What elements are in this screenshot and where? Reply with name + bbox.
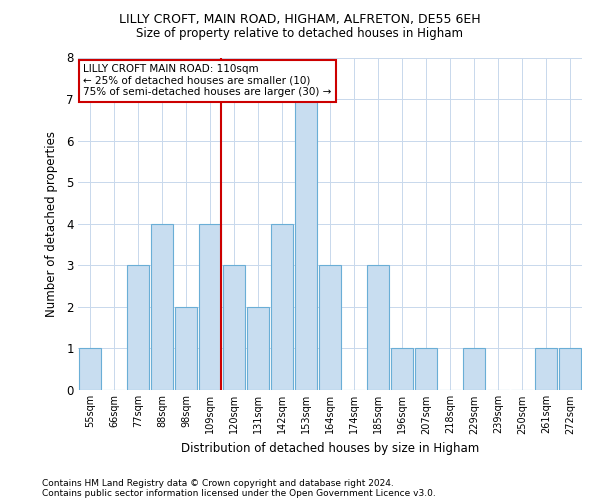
Bar xyxy=(391,348,413,390)
Text: Contains HM Land Registry data © Crown copyright and database right 2024.: Contains HM Land Registry data © Crown c… xyxy=(42,478,394,488)
Bar xyxy=(415,348,437,390)
Bar xyxy=(559,348,581,390)
Bar xyxy=(79,348,101,390)
Bar xyxy=(535,348,557,390)
Bar xyxy=(223,266,245,390)
Bar xyxy=(199,224,221,390)
Text: Size of property relative to detached houses in Higham: Size of property relative to detached ho… xyxy=(137,28,464,40)
Text: LILLY CROFT MAIN ROAD: 110sqm
← 25% of detached houses are smaller (10)
75% of s: LILLY CROFT MAIN ROAD: 110sqm ← 25% of d… xyxy=(83,64,331,98)
Bar xyxy=(295,99,317,390)
Bar xyxy=(127,266,149,390)
Y-axis label: Number of detached properties: Number of detached properties xyxy=(45,130,58,317)
Bar xyxy=(271,224,293,390)
Bar xyxy=(463,348,485,390)
Text: Contains public sector information licensed under the Open Government Licence v3: Contains public sector information licen… xyxy=(42,488,436,498)
Bar xyxy=(367,266,389,390)
Bar xyxy=(175,307,197,390)
Bar xyxy=(319,266,341,390)
Bar xyxy=(247,307,269,390)
Bar xyxy=(151,224,173,390)
X-axis label: Distribution of detached houses by size in Higham: Distribution of detached houses by size … xyxy=(181,442,479,455)
Text: LILLY CROFT, MAIN ROAD, HIGHAM, ALFRETON, DE55 6EH: LILLY CROFT, MAIN ROAD, HIGHAM, ALFRETON… xyxy=(119,12,481,26)
